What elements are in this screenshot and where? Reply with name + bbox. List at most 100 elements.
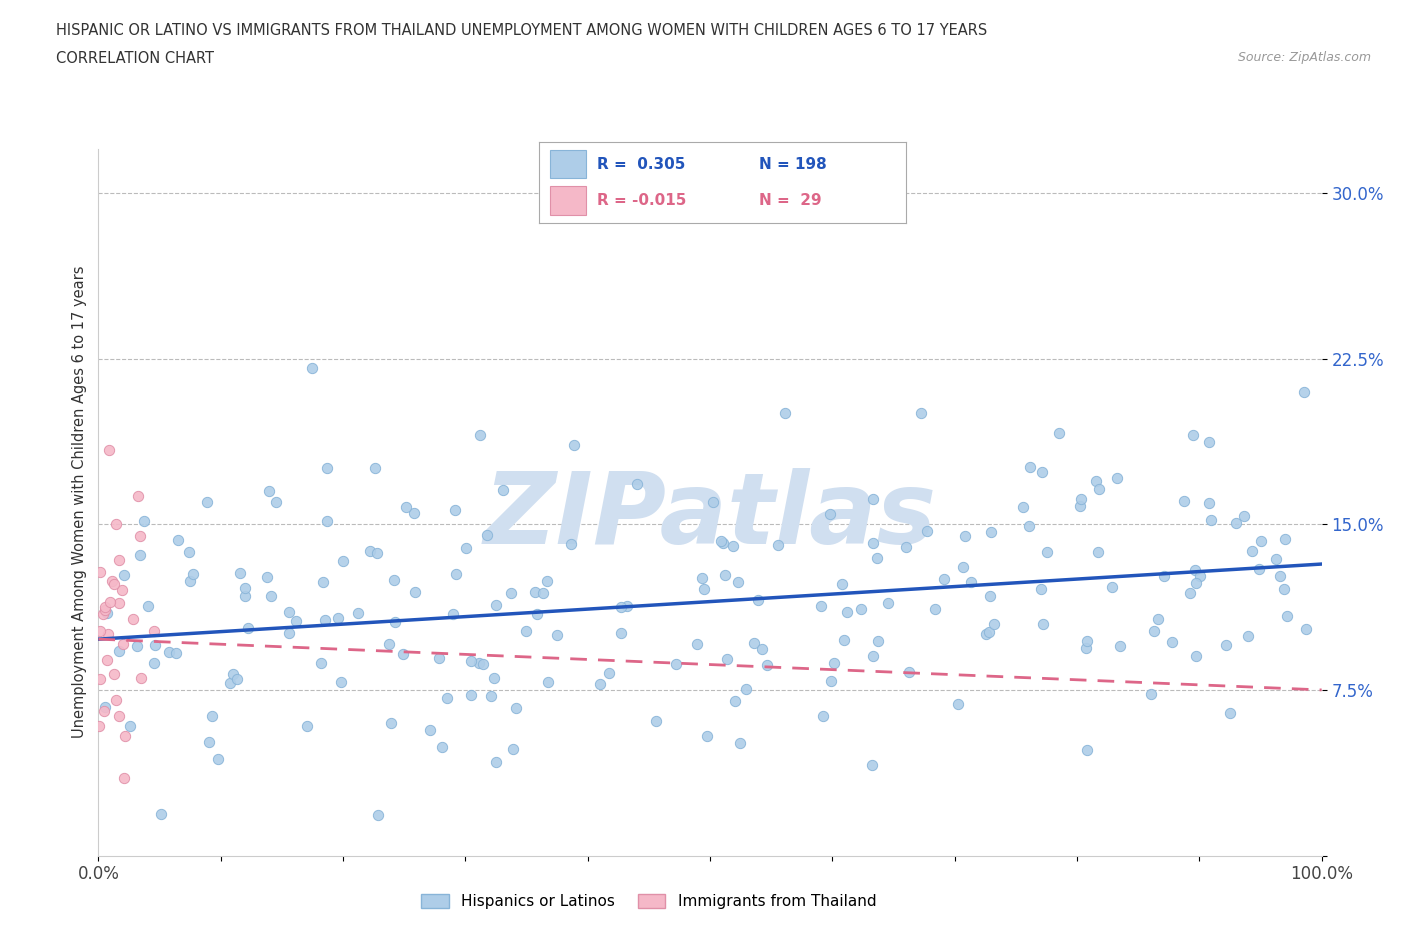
Point (589, 676, 612, 691)
Point (751, 642, 773, 657)
Text: CORRELATION CHART: CORRELATION CHART (56, 51, 214, 66)
Point (89, 671, 111, 686)
Point (301, 360, 323, 375)
Point (1225, 516, 1247, 531)
Point (832, 632, 855, 647)
Point (112, 770, 135, 785)
Point (960, 574, 983, 589)
Text: HISPANIC OR LATINO VS IMMIGRANTS FROM THAILAND UNEMPLOYMENT AMONG WOMEN WITH CHI: HISPANIC OR LATINO VS IMMIGRANTS FROM TH… (56, 23, 987, 38)
Point (380, 715, 402, 730)
Point (1032, 617, 1054, 631)
Point (201, 709, 224, 724)
Point (730, 736, 752, 751)
Point (129, 548, 152, 563)
Point (97, 627, 120, 642)
Point (118, 719, 141, 734)
Point (97, 443, 120, 458)
Point (89, 623, 111, 638)
Point (523, 584, 546, 599)
Point (165, 645, 187, 660)
Point (103, 667, 125, 682)
Point (1198, 496, 1220, 511)
Point (1018, 518, 1040, 533)
Point (87, 719, 110, 734)
Point (479, 688, 502, 703)
Point (756, 658, 779, 672)
Point (811, 709, 834, 724)
Point (515, 623, 537, 638)
Point (610, 599, 633, 614)
Point (107, 709, 129, 724)
Point (430, 739, 453, 754)
Point (492, 483, 515, 498)
Point (229, 565, 252, 580)
Point (136, 599, 159, 614)
Point (93, 703, 115, 718)
Point (257, 484, 280, 498)
Point (366, 545, 388, 560)
Point (1184, 575, 1206, 590)
Point (419, 722, 441, 737)
Point (894, 539, 917, 554)
Point (485, 755, 508, 770)
Point (1236, 629, 1258, 644)
Point (818, 506, 841, 521)
Point (236, 620, 259, 635)
Point (1031, 464, 1053, 479)
Point (505, 700, 527, 715)
Point (716, 652, 738, 667)
Point (1105, 471, 1128, 485)
Point (616, 598, 638, 613)
Point (747, 592, 769, 607)
Point (1188, 569, 1211, 584)
Point (392, 646, 415, 661)
Point (485, 598, 508, 613)
Point (980, 525, 1002, 539)
Text: Source: ZipAtlas.com: Source: ZipAtlas.com (1237, 51, 1371, 64)
Point (107, 644, 129, 658)
Point (91, 606, 114, 621)
Point (181, 566, 204, 581)
Point (1249, 562, 1271, 577)
Point (114, 729, 136, 744)
Point (686, 636, 709, 651)
Point (721, 538, 744, 553)
Point (1181, 428, 1204, 443)
Point (233, 588, 256, 603)
Point (531, 586, 554, 601)
Point (378, 636, 401, 651)
Point (477, 528, 499, 543)
Point (711, 536, 734, 551)
Point (1160, 635, 1182, 650)
Point (103, 577, 125, 591)
Point (537, 674, 560, 689)
Point (143, 638, 166, 653)
Point (562, 438, 585, 453)
Point (142, 656, 165, 671)
Point (823, 656, 845, 671)
Point (1275, 609, 1298, 624)
Point (264, 495, 287, 510)
Point (1069, 498, 1091, 513)
Point (723, 693, 745, 708)
Point (1215, 638, 1237, 653)
Point (309, 656, 332, 671)
Point (233, 581, 256, 596)
Point (179, 574, 201, 589)
Point (108, 595, 131, 610)
Point (862, 536, 884, 551)
Point (159, 644, 181, 659)
Point (129, 671, 152, 685)
Point (692, 571, 714, 586)
Point (976, 627, 998, 642)
Point (948, 698, 970, 712)
Point (314, 612, 336, 627)
Point (142, 624, 165, 639)
Point (598, 665, 620, 680)
Point (1101, 579, 1123, 594)
Point (198, 735, 221, 750)
Point (364, 461, 387, 476)
Point (1180, 586, 1202, 601)
Point (427, 650, 450, 665)
Point (1076, 634, 1098, 649)
